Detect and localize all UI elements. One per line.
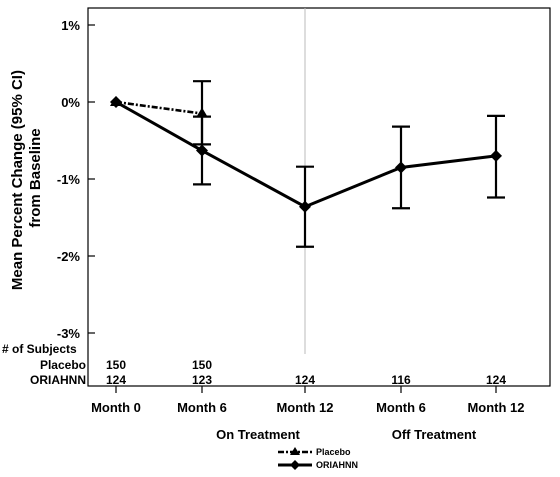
subject-count: 150 [192, 358, 212, 372]
subject-count: 124 [295, 373, 315, 387]
data-point-diamond [395, 161, 407, 174]
series-oriahnn [110, 96, 505, 248]
y-tick-label: 0% [61, 95, 80, 110]
subjects-oriahnn-label: ORIAHNN [30, 373, 86, 387]
x-tick-label: Month 6 [177, 400, 227, 415]
y-axis-title-line-2: from Baseline [27, 128, 44, 227]
y-axis-title: Mean Percent Change (95% CI) from Baseli… [9, 66, 44, 290]
subject-count: 150 [106, 358, 126, 372]
data-point-diamond [299, 200, 311, 213]
y-tick-label: -2% [57, 249, 81, 264]
subject-count: 124 [486, 373, 506, 387]
legend-marker-triangle [290, 447, 300, 455]
subjects-placebo-label: Placebo [40, 358, 86, 372]
y-axis-title-line-1: Mean Percent Change (95% CI) [9, 70, 26, 290]
series-placebo [110, 80, 211, 146]
data-point-triangle [110, 96, 122, 106]
data-point-diamond [490, 149, 502, 162]
group-label-on-treatment: On Treatment [216, 427, 300, 442]
subject-count: 116 [391, 373, 411, 387]
legend-label: Placebo [316, 447, 351, 457]
legend-marker-diamond [290, 460, 300, 470]
x-tick-label: Month 6 [376, 400, 426, 415]
x-tick-label: Month 12 [276, 400, 333, 415]
group-label-off-treatment: Off Treatment [392, 427, 477, 442]
data-point-triangle [196, 107, 208, 118]
series-line [115, 100, 203, 115]
subject-count: 124 [106, 373, 126, 387]
y-tick-label: -1% [57, 172, 81, 187]
legend-label: ORIAHNN [316, 460, 358, 470]
data-point-diamond [196, 144, 208, 157]
subject-count: 123 [192, 373, 212, 387]
plot-area [87, 7, 551, 387]
x-tick-label: Month 12 [467, 400, 524, 415]
y-tick-label: -3% [57, 326, 81, 341]
x-tick-label: Month 0 [91, 400, 141, 415]
subjects-title: # of Subjects [2, 342, 77, 356]
y-tick-label: 1% [61, 18, 80, 33]
